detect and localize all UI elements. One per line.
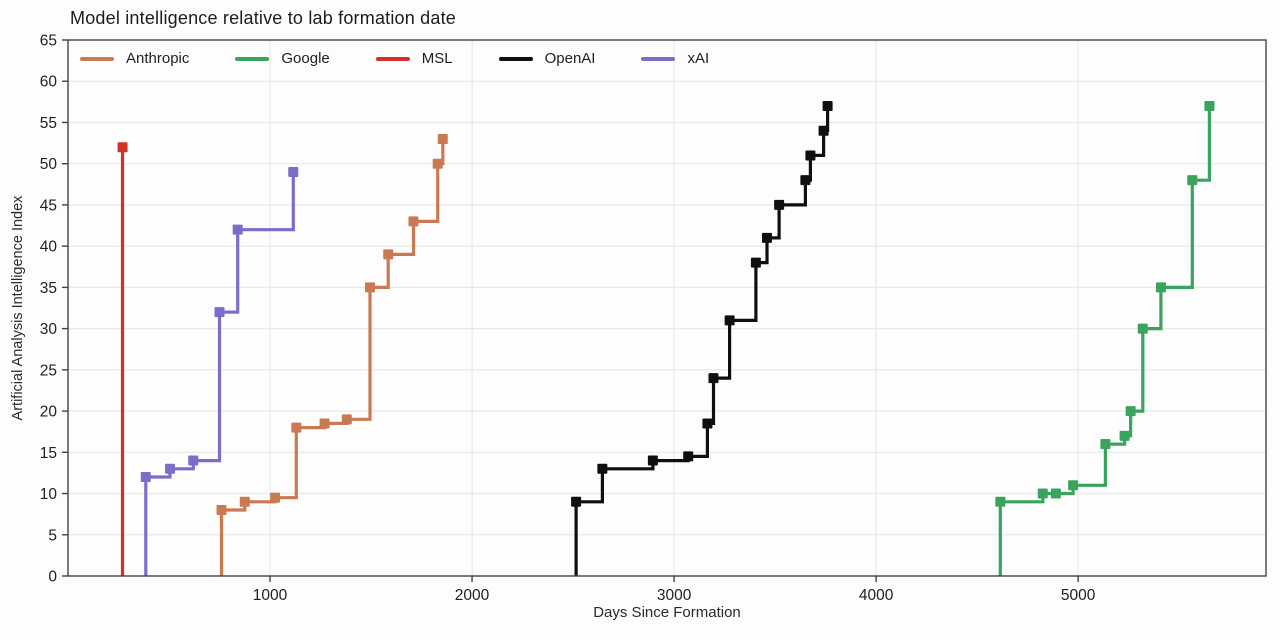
data-point-marker xyxy=(702,418,713,429)
data-point-marker xyxy=(214,307,225,318)
data-point-marker xyxy=(432,158,443,169)
data-point-marker xyxy=(1100,439,1111,450)
y-tick-label: 65 xyxy=(40,33,57,50)
plot-border xyxy=(67,39,1267,577)
series-line xyxy=(144,171,295,576)
x-tick-label: 3000 xyxy=(657,587,692,604)
series-anthropic xyxy=(216,133,448,576)
data-point-marker xyxy=(708,373,719,384)
data-point-marker xyxy=(1037,488,1048,499)
data-point-marker xyxy=(1155,282,1166,293)
x-tick-label: 5000 xyxy=(1061,587,1096,604)
data-point-marker xyxy=(1137,323,1148,334)
data-point-marker xyxy=(239,496,250,507)
data-point-marker xyxy=(165,463,176,474)
legend-item-google: Google xyxy=(235,50,330,67)
y-tick-label: 55 xyxy=(40,115,57,132)
series-line xyxy=(998,106,1211,576)
legend-label: Anthropic xyxy=(126,50,190,67)
y-tick-label: 15 xyxy=(40,445,57,462)
legend-label: OpenAI xyxy=(544,50,596,67)
y-tick-label: 40 xyxy=(40,239,58,256)
data-point-marker xyxy=(1204,100,1215,111)
data-point-marker xyxy=(1187,175,1198,186)
series-xai xyxy=(140,166,299,576)
legend-swatch-icon xyxy=(80,56,114,61)
y-tick-label: 45 xyxy=(40,197,57,214)
x-axis-label: Days Since Formation xyxy=(593,604,741,621)
data-point-marker xyxy=(683,451,694,462)
data-point-marker xyxy=(571,496,582,507)
legend-label: MSL xyxy=(421,50,453,67)
y-tick-label: 10 xyxy=(40,486,58,503)
data-point-marker xyxy=(270,492,281,503)
data-point-marker xyxy=(995,496,1006,507)
series-openai xyxy=(571,100,833,576)
y-tick-label: 5 xyxy=(48,527,57,544)
data-point-marker xyxy=(437,133,448,144)
data-point-marker xyxy=(1068,480,1079,491)
data-point-marker xyxy=(288,166,299,177)
y-axis-label: Artificial Analysis Intelligence Index xyxy=(10,195,26,421)
axis-ticks: 1000 2000 3000 4000 5000 0 5 10 15 20 25 30 35 40 45 50… xyxy=(40,33,1096,605)
data-point-marker xyxy=(216,505,227,516)
y-tick-label: 25 xyxy=(40,362,57,379)
legend-item-xai: xAI xyxy=(641,50,709,67)
x-tick-label: 4000 xyxy=(859,587,894,604)
y-tick-label: 20 xyxy=(40,404,58,421)
data-point-marker xyxy=(365,282,376,293)
data-point-marker xyxy=(232,224,243,235)
data-point-marker xyxy=(647,455,658,466)
data-point-marker xyxy=(805,150,816,161)
data-point-marker xyxy=(188,455,199,466)
data-point-marker xyxy=(341,414,352,425)
legend-item-msl: MSL xyxy=(375,50,453,67)
data-point-marker xyxy=(1050,488,1061,499)
data-point-marker xyxy=(724,315,735,326)
series-google xyxy=(995,100,1215,576)
legend-swatch-icon xyxy=(498,56,533,61)
legend-item-openai: OpenAI xyxy=(498,50,596,67)
y-tick-label: 50 xyxy=(40,156,58,173)
series-msl xyxy=(117,142,128,576)
chart-legend: Anthropic Google MSL OpenAI xAI xyxy=(80,50,709,67)
x-tick-label: 2000 xyxy=(455,587,490,604)
legend-item-anthropic: Anthropic xyxy=(80,50,189,67)
data-point-marker xyxy=(774,199,785,210)
y-tick-label: 60 xyxy=(40,74,58,91)
data-point-marker xyxy=(822,100,833,111)
data-point-marker xyxy=(140,472,151,483)
data-point-marker xyxy=(818,125,829,136)
x-tick-label: 1000 xyxy=(253,587,288,604)
data-point-marker xyxy=(291,422,302,433)
y-tick-label: 35 xyxy=(40,280,57,297)
data-point-marker xyxy=(1119,430,1130,441)
chart-title: Model intelligence relative to lab forma… xyxy=(70,8,457,28)
y-tick-label: 0 xyxy=(48,569,57,586)
legend-swatch-icon xyxy=(641,56,676,61)
data-point-marker xyxy=(408,216,419,227)
data-point-marker xyxy=(800,175,811,186)
data-point-marker xyxy=(597,463,608,474)
gridlines xyxy=(68,39,1266,577)
data-point-marker xyxy=(750,257,761,268)
legend-swatch-icon xyxy=(375,56,410,61)
data-point-marker xyxy=(117,142,128,153)
legend-label: xAI xyxy=(687,50,710,67)
legend-label: Google xyxy=(281,50,330,67)
y-tick-label: 30 xyxy=(40,321,58,338)
legend-swatch-icon xyxy=(235,56,270,61)
series-line xyxy=(574,106,830,576)
data-point-marker xyxy=(762,232,773,243)
data-point-marker xyxy=(383,249,394,260)
data-point-marker xyxy=(1125,406,1136,417)
data-point-marker xyxy=(319,418,330,429)
